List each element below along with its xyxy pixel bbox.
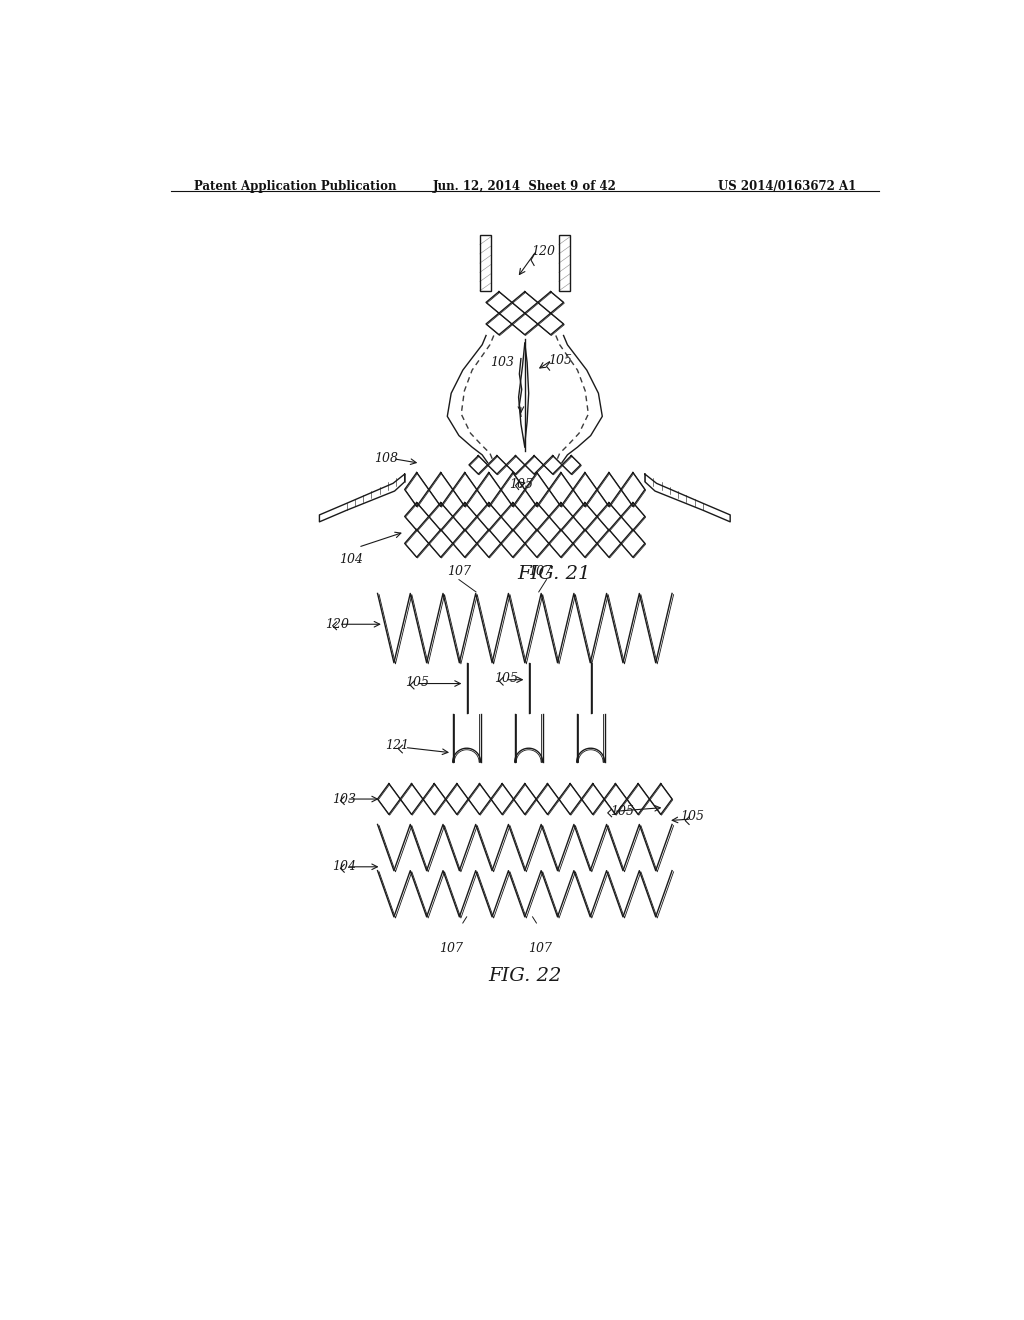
Text: 105: 105 (548, 354, 572, 367)
Text: 120: 120 (325, 618, 349, 631)
Text: 107: 107 (528, 942, 552, 956)
Text: 103: 103 (333, 792, 356, 805)
Bar (480, 235, 490, 290)
Text: 104: 104 (339, 553, 362, 566)
Text: 105: 105 (509, 478, 534, 491)
Text: FIG. 21: FIG. 21 (517, 565, 591, 583)
Text: 104: 104 (333, 861, 356, 874)
Text: 105: 105 (610, 805, 634, 818)
Text: 105: 105 (494, 672, 518, 685)
Text: 103: 103 (489, 356, 514, 370)
Text: Patent Application Publication: Patent Application Publication (194, 180, 396, 193)
Text: 105: 105 (404, 676, 429, 689)
Text: 121: 121 (385, 739, 410, 751)
Text: Jun. 12, 2014  Sheet 9 of 42: Jun. 12, 2014 Sheet 9 of 42 (433, 180, 616, 193)
Text: 107: 107 (439, 942, 463, 956)
Text: 107: 107 (446, 565, 471, 578)
Text: FIG. 22: FIG. 22 (488, 966, 561, 985)
Polygon shape (645, 474, 730, 521)
Text: 105: 105 (680, 810, 703, 824)
Text: US 2014/0163672 A1: US 2014/0163672 A1 (718, 180, 856, 193)
Text: 120: 120 (531, 244, 555, 257)
Bar (559, 235, 569, 290)
Text: 107: 107 (528, 565, 552, 578)
Polygon shape (319, 474, 404, 521)
Text: 108: 108 (374, 453, 397, 465)
